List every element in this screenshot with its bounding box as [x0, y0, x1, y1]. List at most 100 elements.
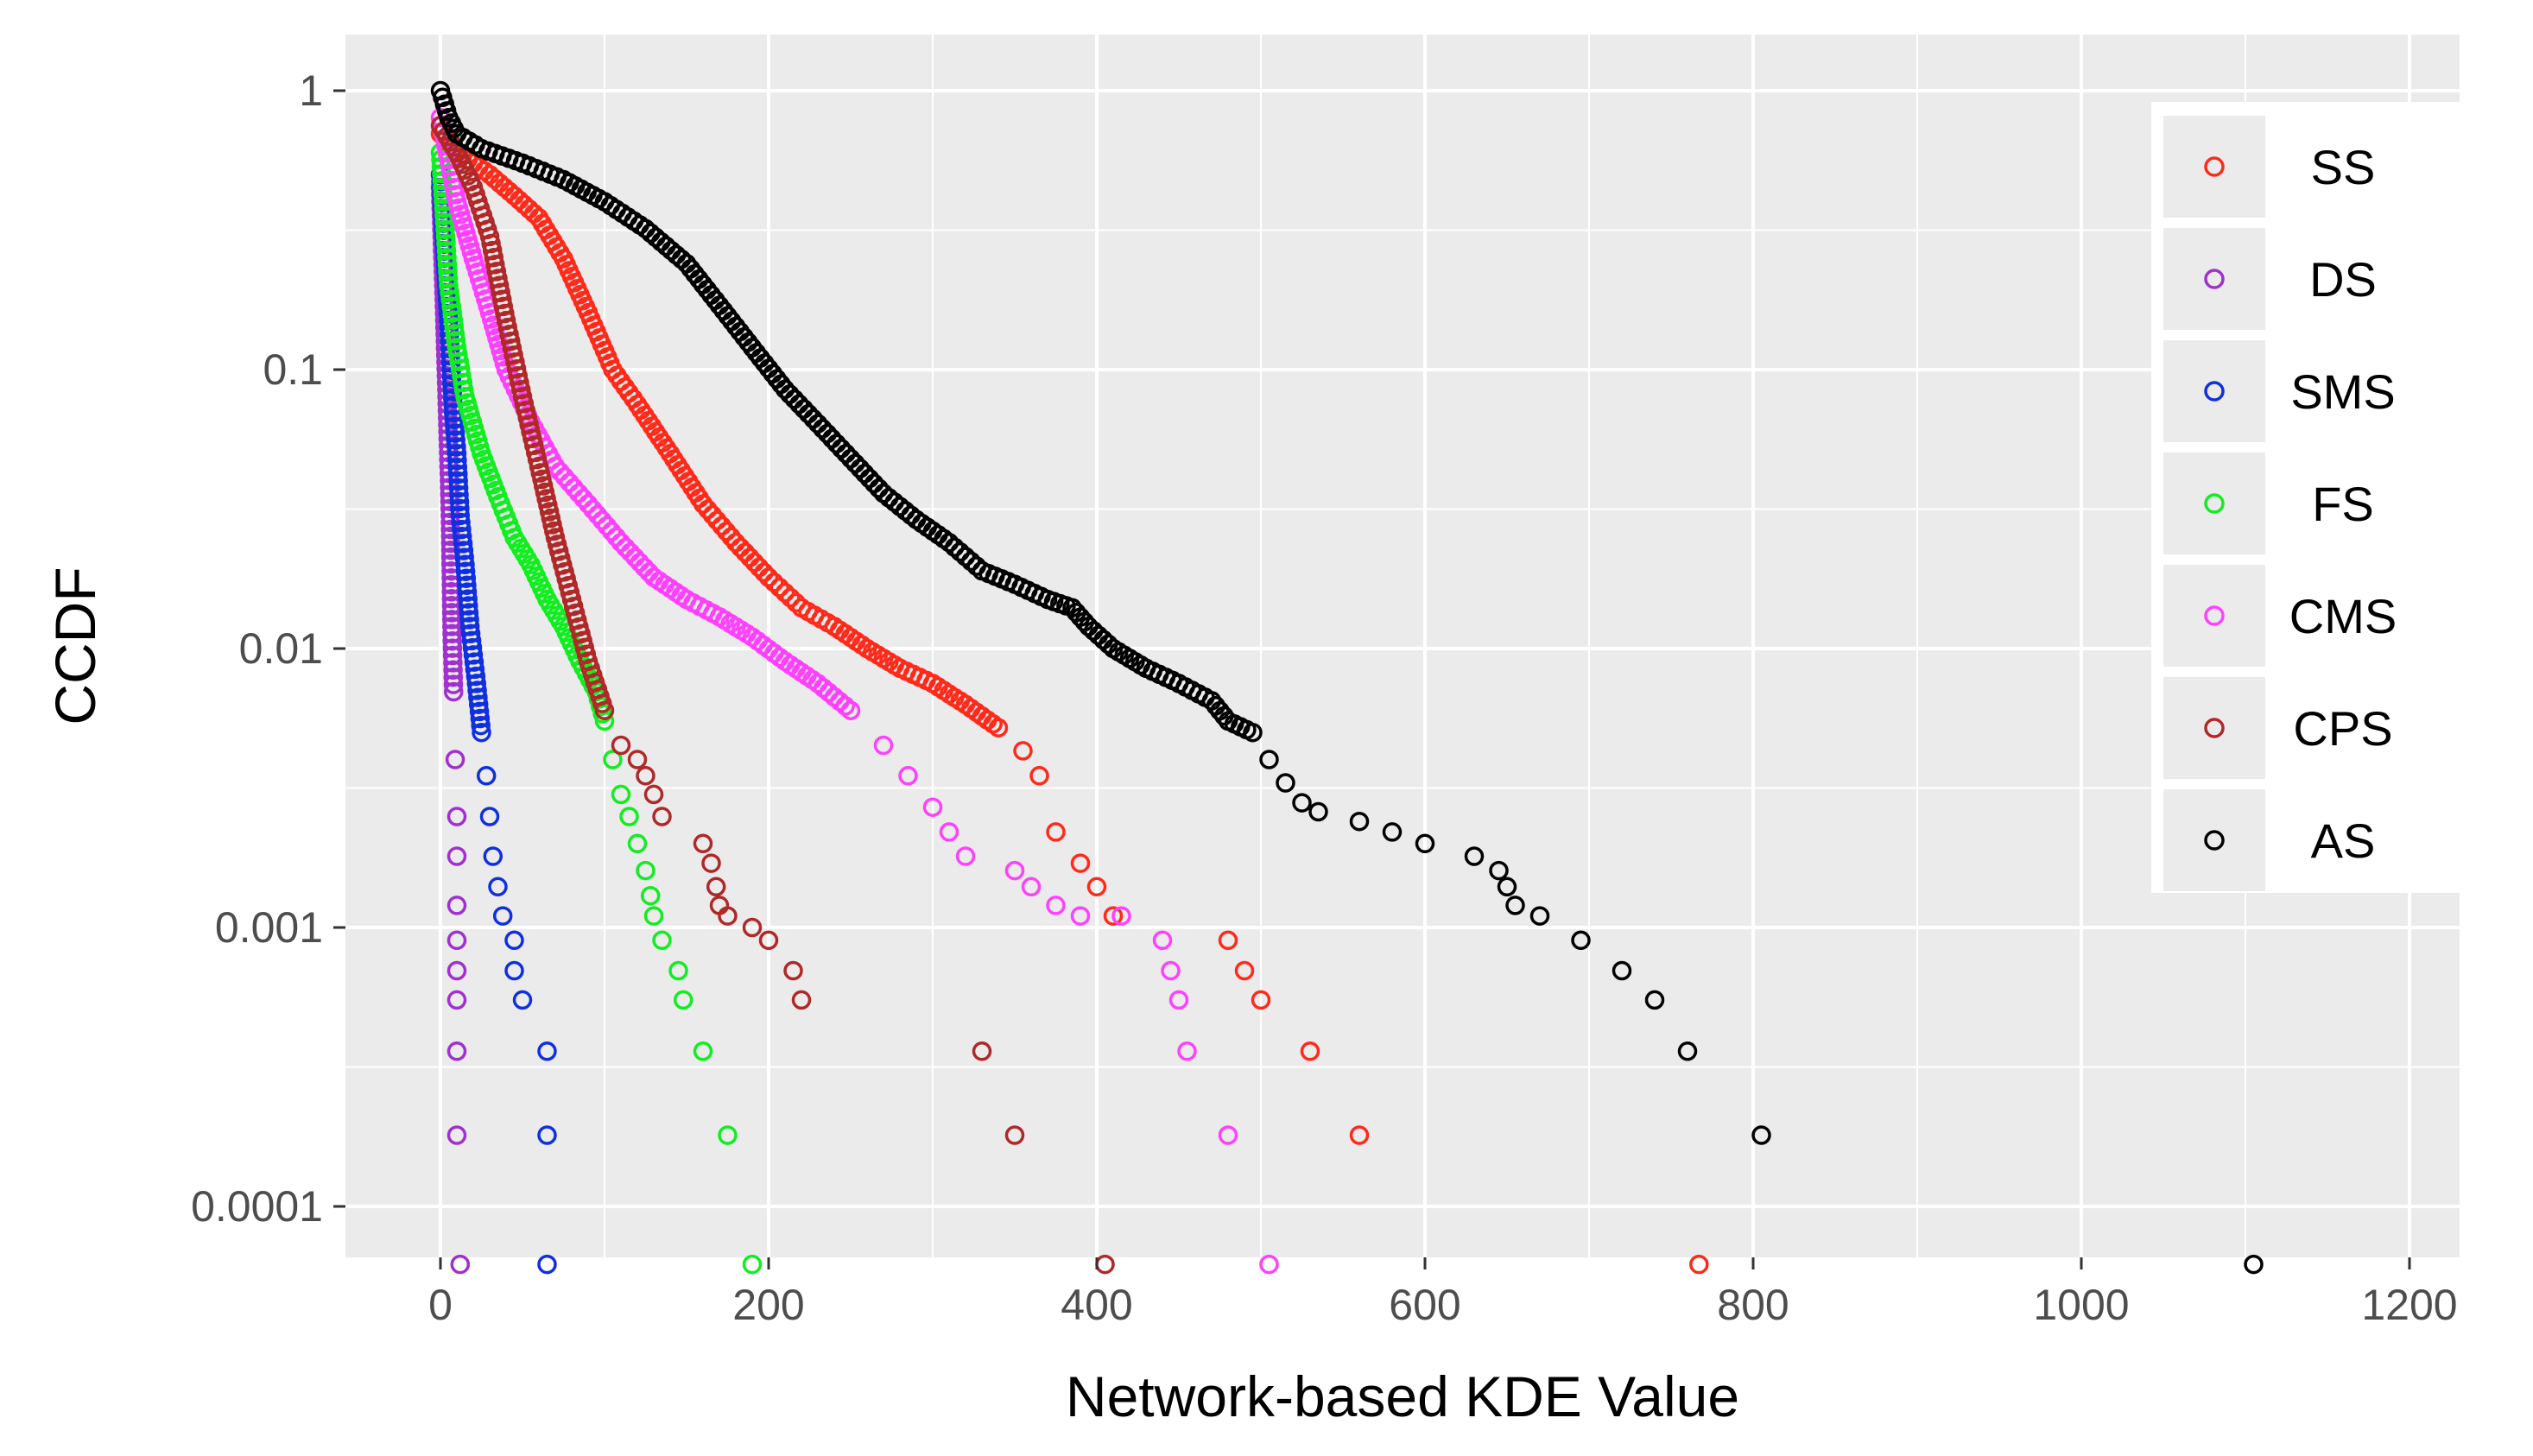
data-point: [493, 296, 514, 317]
data-point: [775, 582, 795, 603]
data-point: [537, 1125, 557, 1145]
data-point: [456, 568, 477, 588]
data-point: [988, 718, 1009, 737]
data-point: [693, 1041, 713, 1061]
data-point: [442, 303, 462, 323]
data-point: [961, 551, 981, 572]
data-point: [446, 930, 467, 951]
data-point: [1095, 1254, 1115, 1275]
data-point: [835, 696, 855, 716]
data-point: [716, 522, 737, 541]
legend-label: CMS: [2289, 589, 2397, 643]
data-point: [463, 645, 484, 665]
data-point: [1489, 860, 1509, 881]
data-point: [446, 437, 466, 457]
data-point: [470, 708, 491, 729]
data-point: [603, 750, 623, 769]
plot-panel: [345, 35, 2460, 1257]
data-point: [764, 573, 784, 592]
data-point: [922, 797, 943, 817]
legend-marker: [2204, 830, 2225, 851]
data-point: [452, 519, 472, 540]
legend-key: [2163, 453, 2265, 554]
x-tick-label: 400: [1061, 1281, 1132, 1329]
data-point: [442, 645, 463, 666]
legend-marker: [2204, 605, 2225, 626]
data-point: [504, 960, 524, 981]
data-point: [783, 960, 803, 981]
data-point: [636, 766, 655, 786]
data-point: [450, 1254, 471, 1275]
y-tick-label: 0.1: [263, 345, 323, 394]
data-point: [594, 700, 615, 720]
data-point: [445, 416, 465, 437]
data-point: [955, 547, 976, 567]
data-point: [1497, 877, 1517, 897]
data-point: [442, 630, 462, 651]
data-point: [483, 846, 503, 866]
data-point: [459, 610, 479, 630]
x-tick-label: 600: [1389, 1281, 1460, 1329]
data-point: [781, 587, 801, 608]
data-point: [652, 807, 672, 826]
data-point: [460, 624, 481, 643]
data-point: [718, 906, 738, 926]
data-point: [702, 505, 723, 525]
data-point: [446, 960, 467, 981]
data-point: [446, 846, 467, 866]
data-point: [485, 255, 505, 275]
data-point: [442, 624, 462, 644]
y-axis-title: CCDF: [43, 567, 107, 725]
data-point: [1046, 822, 1066, 842]
data-point: [457, 582, 478, 602]
data-point: [452, 527, 472, 547]
data-point: [643, 784, 664, 805]
data-point: [1571, 930, 1591, 951]
data-point: [769, 578, 789, 598]
data-point: [467, 681, 487, 700]
data-point: [491, 282, 510, 302]
data-point: [453, 379, 474, 400]
data-point: [448, 478, 469, 498]
data-point: [754, 562, 774, 583]
data-point: [898, 766, 918, 786]
data-point: [840, 700, 861, 720]
legend-key: [2163, 228, 2265, 330]
data-point: [489, 275, 510, 295]
series-layer: [430, 80, 2264, 1275]
legend: SS DS SMS FS CMS CPS AS: [2151, 102, 2460, 893]
data-point: [452, 365, 472, 386]
data-point: [436, 233, 456, 254]
x-axis-title: Network-based KDE Value: [1066, 1364, 1739, 1428]
data-point: [611, 784, 631, 805]
data-point: [466, 674, 487, 693]
legend-item-sms: SMS: [2163, 340, 2396, 442]
data-point: [465, 659, 485, 680]
legend-item-ss: SS: [2163, 116, 2375, 218]
data-point: [447, 457, 468, 478]
legend-item-fs: FS: [2163, 453, 2374, 554]
data-point: [1689, 1254, 1709, 1275]
data-point: [469, 701, 490, 722]
data-point: [436, 240, 457, 261]
legend-item-cps: CPS: [2163, 677, 2393, 779]
y-tick-label: 0.001: [215, 903, 323, 952]
data-point: [1677, 1041, 1698, 1061]
data-point: [1086, 877, 1107, 897]
data-point: [443, 653, 463, 673]
data-point: [1644, 990, 1665, 1010]
data-point: [1177, 1041, 1197, 1061]
x-tick-label: 0: [428, 1281, 453, 1329]
data-point: [459, 617, 480, 636]
data-point: [479, 807, 500, 826]
data-point: [486, 262, 507, 282]
data-point: [1349, 811, 1370, 832]
legend-label: DS: [2309, 252, 2377, 307]
data-point: [492, 906, 513, 926]
data-point: [636, 860, 655, 881]
data-point: [450, 505, 471, 526]
data-point: [707, 510, 727, 530]
data-point: [587, 505, 608, 525]
data-point: [939, 532, 959, 553]
data-point: [972, 1041, 992, 1061]
